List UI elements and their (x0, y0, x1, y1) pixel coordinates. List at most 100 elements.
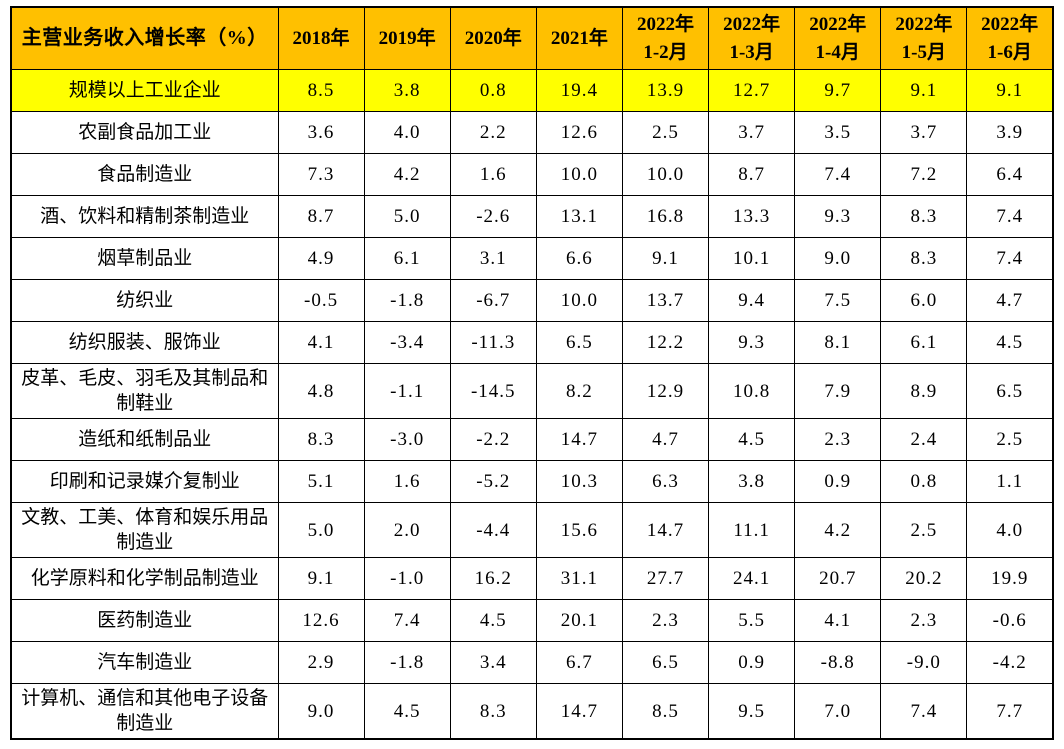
value-cell-r10-c8: 4.0 (966, 502, 1054, 559)
value-cell-r2-c4: 10.0 (621, 153, 710, 196)
value-cell-r13-c2: 3.4 (449, 641, 537, 685)
value-cell-r2-c8: 6.4 (966, 153, 1054, 196)
column-header-3: 2021年 (535, 6, 623, 70)
value-cell-r8-c2: -2.2 (449, 418, 537, 462)
table-row-0: 规模以上工业企业 8.5 3.8 0.8 19.4 13.9 12.7 9.7 9.1 9.1 (10, 69, 1054, 112)
value-cell-r9-c6: 0.9 (794, 460, 882, 504)
value-cell-r2-c3: 10.0 (535, 153, 623, 196)
table-row-2: 食品制造业 7.3 4.2 1.6 10.0 10.0 8.7 7.4 7.2 6.4 (10, 153, 1054, 196)
value-cell-r9-c0: 5.1 (277, 460, 365, 504)
value-cell-r5-c7: 6.0 (880, 279, 968, 322)
value-cell-r0-c8: 9.1 (966, 69, 1054, 112)
value-cell-r11-c2: 16.2 (449, 557, 537, 601)
value-cell-r9-c3: 10.3 (535, 460, 623, 504)
value-cell-r8-c7: 2.4 (880, 418, 968, 462)
column-header-line: 2022年 (809, 13, 867, 35)
row-label: 纺织服装、服饰业 (10, 321, 279, 364)
value-cell-r10-c0: 5.0 (277, 502, 365, 559)
value-cell-r10-c1: 2.0 (363, 502, 451, 559)
value-cell-r3-c5: 13.3 (708, 195, 796, 238)
value-cell-r1-c0: 3.6 (277, 111, 365, 154)
value-cell-r13-c6: -8.8 (794, 641, 882, 685)
revenue-growth-table: 主营业务收入增长率（%） 2018年 2019年 2020年 2021年 2022年 1-… (10, 6, 1054, 741)
value-cell-r4-c1: 6.1 (363, 237, 451, 280)
column-header-line: 2020年 (464, 27, 522, 49)
value-cell-r13-c8: -4.2 (966, 641, 1054, 685)
value-cell-r14-c4: 8.5 (621, 683, 710, 740)
table-row-12: 医药制造业 12.6 7.4 4.5 20.1 2.3 5.5 4.1 2.3 -0.6 (10, 599, 1054, 643)
value-cell-r14-c6: 7.0 (794, 683, 882, 740)
row-label: 纺织业 (10, 279, 279, 322)
value-cell-r11-c0: 9.1 (277, 557, 365, 601)
value-cell-r1-c7: 3.7 (880, 111, 968, 154)
row-label: 计算机、通信和其他电子设备制造业 (10, 683, 279, 740)
value-cell-r14-c5: 9.5 (708, 683, 796, 740)
table-header: 主营业务收入增长率（%） 2018年 2019年 2020年 2021年 2022年 1-… (10, 6, 1054, 70)
value-cell-r12-c8: -0.6 (966, 599, 1054, 643)
value-cell-r3-c4: 16.8 (621, 195, 710, 238)
value-cell-r7-c7: 8.9 (880, 362, 968, 420)
value-cell-r2-c0: 7.3 (277, 153, 365, 196)
value-cell-r3-c3: 13.1 (535, 195, 623, 238)
value-cell-r0-c7: 9.1 (880, 69, 968, 112)
value-cell-r7-c8: 6.5 (966, 362, 1054, 420)
column-header-0: 2018年 (277, 6, 365, 70)
value-cell-r11-c1: -1.0 (363, 557, 451, 601)
value-cell-r1-c6: 3.5 (794, 111, 882, 154)
column-header-8: 2022年 1-6月 (966, 6, 1054, 70)
row-label: 印刷和记录媒介复制业 (10, 460, 279, 504)
value-cell-r10-c5: 11.1 (708, 502, 796, 559)
value-cell-r6-c1: -3.4 (363, 321, 451, 364)
value-cell-r9-c1: 1.6 (363, 460, 451, 504)
table-row-4: 烟草制品业 4.9 6.1 3.1 6.6 9.1 10.1 9.0 8.3 7.4 (10, 237, 1054, 280)
value-cell-r13-c1: -1.8 (363, 641, 451, 685)
value-cell-r4-c7: 8.3 (880, 237, 968, 280)
value-cell-r14-c2: 8.3 (449, 683, 537, 740)
value-cell-r9-c7: 0.8 (880, 460, 968, 504)
value-cell-r10-c3: 15.6 (535, 502, 623, 559)
row-label: 医药制造业 (10, 599, 279, 643)
value-cell-r11-c8: 19.9 (966, 557, 1054, 601)
value-cell-r7-c3: 8.2 (535, 362, 623, 420)
value-cell-r12-c1: 7.4 (363, 599, 451, 643)
value-cell-r6-c5: 9.3 (708, 321, 796, 364)
value-cell-r6-c2: -11.3 (449, 321, 537, 364)
value-cell-r14-c0: 9.0 (277, 683, 365, 740)
value-cell-r13-c0: 2.9 (277, 641, 365, 685)
value-cell-r7-c5: 10.8 (708, 362, 796, 420)
value-cell-r12-c7: 2.3 (880, 599, 968, 643)
value-cell-r4-c4: 9.1 (621, 237, 710, 280)
value-cell-r0-c1: 3.8 (363, 69, 451, 112)
value-cell-r10-c2: -4.4 (449, 502, 537, 559)
value-cell-r4-c6: 9.0 (794, 237, 882, 280)
value-cell-r12-c3: 20.1 (535, 599, 623, 643)
column-header-5: 2022年 1-3月 (708, 6, 796, 70)
value-cell-r4-c3: 6.6 (535, 237, 623, 280)
row-label: 汽车制造业 (10, 641, 279, 685)
table-row-3: 酒、饮料和精制茶制造业 8.7 5.0 -2.6 13.1 16.8 13.3 9.3 8.3 7… (10, 195, 1054, 238)
value-cell-r13-c7: -9.0 (880, 641, 968, 685)
value-cell-r1-c4: 2.5 (621, 111, 710, 154)
value-cell-r0-c4: 13.9 (621, 69, 710, 112)
value-cell-r0-c2: 0.8 (449, 69, 537, 112)
value-cell-r8-c6: 2.3 (794, 418, 882, 462)
value-cell-r7-c1: -1.1 (363, 362, 451, 420)
value-cell-r10-c7: 2.5 (880, 502, 968, 559)
value-cell-r4-c2: 3.1 (449, 237, 537, 280)
value-cell-r12-c2: 4.5 (449, 599, 537, 643)
row-label: 化学原料和化学制品制造业 (10, 557, 279, 601)
value-cell-r10-c4: 14.7 (621, 502, 710, 559)
row-label: 烟草制品业 (10, 237, 279, 280)
value-cell-r5-c8: 4.7 (966, 279, 1054, 322)
value-cell-r6-c0: 4.1 (277, 321, 365, 364)
value-cell-r5-c1: -1.8 (363, 279, 451, 322)
column-header-2: 2020年 (449, 6, 537, 70)
value-cell-r5-c4: 13.7 (621, 279, 710, 322)
table-row-10: 文教、工美、体育和娱乐用品制造业 5.0 2.0 -4.4 15.6 14.7 11.1 4.… (10, 502, 1054, 559)
value-cell-r3-c6: 9.3 (794, 195, 882, 238)
column-header-line: 2021年 (550, 27, 608, 49)
value-cell-r3-c7: 8.3 (880, 195, 968, 238)
value-cell-r6-c7: 6.1 (880, 321, 968, 364)
value-cell-r13-c5: 0.9 (708, 641, 796, 685)
value-cell-r1-c5: 3.7 (708, 111, 796, 154)
